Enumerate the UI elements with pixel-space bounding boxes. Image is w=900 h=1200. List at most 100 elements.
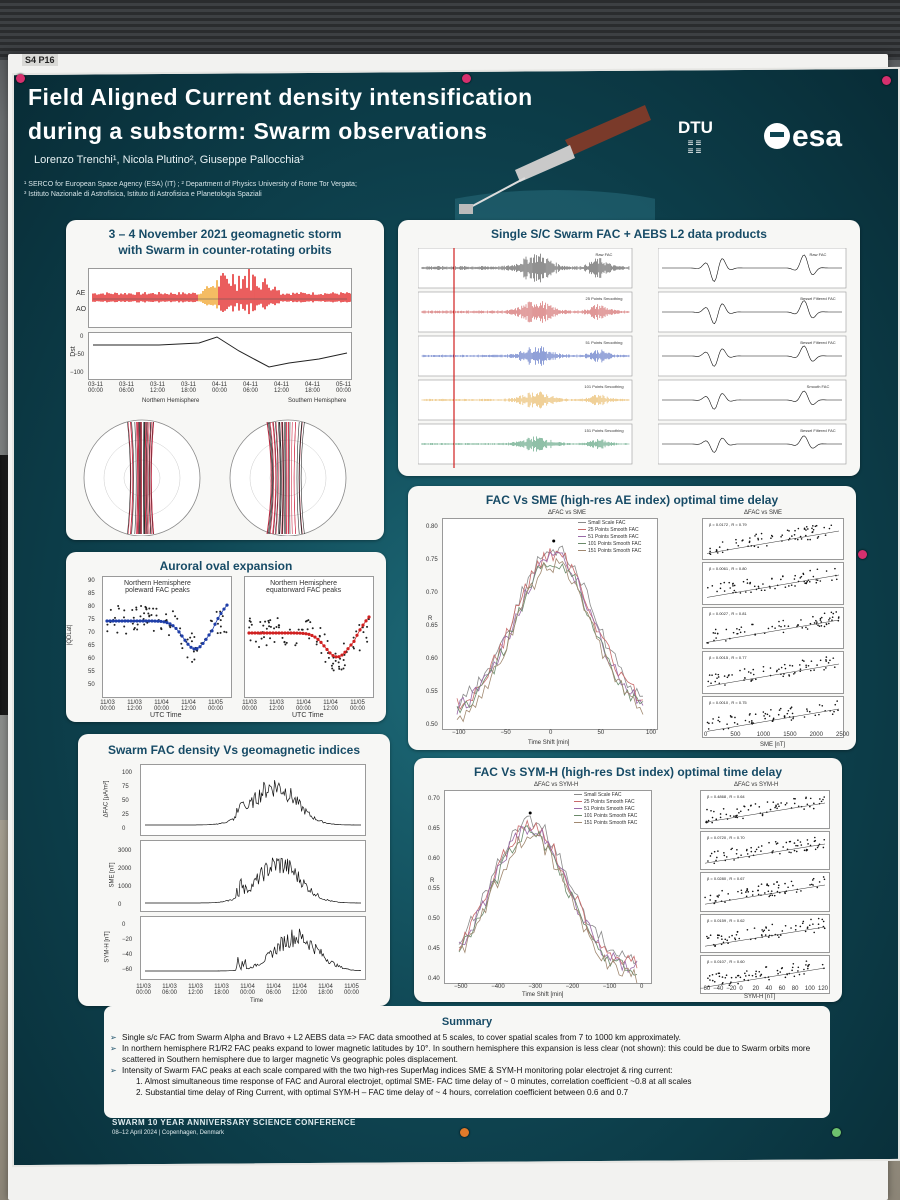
scatter-point xyxy=(711,979,714,982)
smoothing-legend: 25 Points Smoothing xyxy=(586,296,623,301)
scatter-point xyxy=(750,679,753,682)
scatter-point xyxy=(805,626,807,628)
oval-point xyxy=(123,609,126,612)
scatter-point xyxy=(797,805,800,808)
scatter-point xyxy=(777,884,780,887)
scatter-point xyxy=(761,814,764,817)
sme-chart xyxy=(145,857,361,904)
oval-point xyxy=(136,623,139,626)
scatter-point xyxy=(772,717,775,719)
scatter-point xyxy=(759,974,762,977)
scatter-point xyxy=(812,884,814,887)
scatter-point xyxy=(729,815,732,817)
aebs-trace xyxy=(662,345,842,367)
scatter-point xyxy=(718,720,721,723)
scatter-point xyxy=(719,813,722,815)
scatter-point xyxy=(821,963,824,966)
symh-chart xyxy=(145,928,362,972)
scatter-point xyxy=(795,850,798,853)
scatter-point xyxy=(757,537,759,540)
scatter-point xyxy=(728,582,731,584)
orbit-track xyxy=(147,421,150,535)
summary-item: In northern hemisphere R1/R2 FAC peaks e… xyxy=(110,1043,830,1065)
scatter-x-tick: 20 xyxy=(752,986,760,992)
storm-x-tick: 04-11 12:00 xyxy=(274,382,290,394)
scatter-point xyxy=(744,591,747,594)
scatter-point xyxy=(812,807,815,810)
delay-curve xyxy=(458,825,638,974)
y-tick: 0.40 xyxy=(428,976,440,982)
scatter-point xyxy=(767,627,770,630)
scatter-label: β = 0.0172 , R = 0.79 xyxy=(709,522,747,527)
scatter-point xyxy=(746,848,748,851)
scatter-point xyxy=(815,579,818,582)
oval-point xyxy=(145,608,148,611)
oval-point xyxy=(196,649,199,652)
delay-curve xyxy=(456,551,644,715)
scatter-point xyxy=(831,619,833,621)
scatter-point xyxy=(711,973,714,976)
symh-y-tick: 0 xyxy=(122,922,126,928)
fit-line xyxy=(706,663,840,687)
oval-point xyxy=(343,653,346,656)
delay-curve xyxy=(456,557,644,723)
oval-point xyxy=(288,628,291,631)
symh-delay-chart xyxy=(458,811,638,984)
orbit-track xyxy=(131,421,134,535)
scatter-point xyxy=(818,625,821,627)
scatter-point xyxy=(712,717,714,720)
scatter-point xyxy=(815,619,817,622)
scatter-point xyxy=(757,885,760,888)
scatter-point xyxy=(751,894,754,897)
scatter-point xyxy=(769,894,771,897)
polar-grid xyxy=(103,439,181,517)
scatter-point xyxy=(706,808,708,811)
orbit-track xyxy=(298,421,303,535)
oval-point xyxy=(285,641,288,644)
scatter-point xyxy=(790,718,793,721)
scatter-point xyxy=(749,582,752,584)
scatter-point xyxy=(785,802,788,804)
scatter-point xyxy=(721,541,724,543)
oval-point xyxy=(358,623,361,626)
oval-y-tick: 90 xyxy=(88,578,95,584)
scatter-label: β = 0.0280 , R = 0.67 xyxy=(707,876,745,881)
legend-label: 51 Points Smooth FAC xyxy=(588,534,639,540)
legend-swatch xyxy=(578,536,586,538)
scatter-point xyxy=(764,589,766,592)
scatter-point xyxy=(716,552,719,554)
scatter-point xyxy=(740,889,743,892)
y-tick: 0.80 xyxy=(426,524,438,530)
pin xyxy=(858,550,867,559)
aebs-legend: Bessel Filtered FAC xyxy=(800,340,835,345)
scatter-point xyxy=(823,796,826,798)
scatter-x-tick: 500 xyxy=(730,732,741,738)
scatter-point xyxy=(792,885,794,887)
orbit-track xyxy=(283,421,286,535)
scatter-point xyxy=(710,682,712,685)
dst-chart xyxy=(93,336,348,368)
scatter-point xyxy=(761,813,764,815)
scatter-point xyxy=(784,976,787,978)
oval-point xyxy=(135,606,138,609)
scatter-point xyxy=(767,890,770,893)
symh-y-tick: −60 xyxy=(122,967,133,973)
scatter-point xyxy=(809,797,812,800)
scatter-point xyxy=(771,625,774,628)
oval-point xyxy=(318,634,321,637)
scatter-point xyxy=(789,707,792,709)
oval-point xyxy=(123,625,126,628)
oval-point xyxy=(367,618,370,621)
scatter-point xyxy=(819,580,822,583)
scatter-point xyxy=(729,587,732,590)
scatter-point xyxy=(774,806,776,809)
scatter-point xyxy=(724,684,726,686)
scatter-point xyxy=(828,622,830,625)
index-line xyxy=(145,928,362,972)
oval-y-tick: 75 xyxy=(88,617,95,623)
oval-point xyxy=(160,627,163,630)
y-tick: 0.70 xyxy=(426,590,438,596)
scatter-point xyxy=(797,527,800,530)
symh-plot xyxy=(140,916,366,980)
scatter-point xyxy=(772,850,774,852)
